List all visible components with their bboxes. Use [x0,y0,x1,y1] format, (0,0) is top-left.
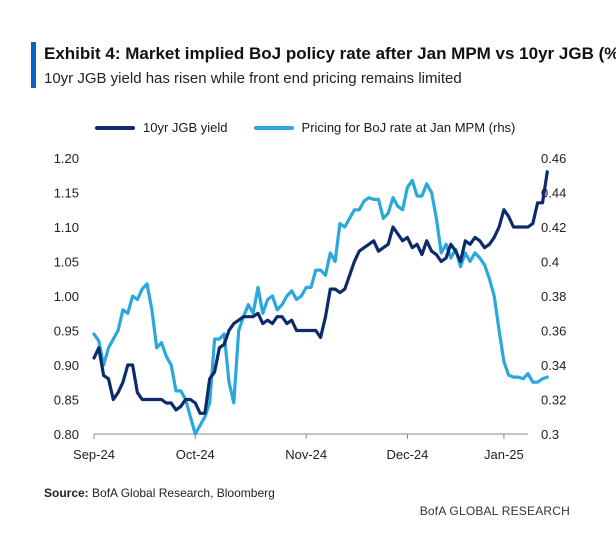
y-right-tick-label: 0.34 [541,358,566,373]
x-tick-label: Sep-24 [73,447,115,462]
y-left-tick-label: 1.10 [54,220,79,235]
x-tick-label: Jan-25 [484,447,524,462]
legend-swatch-jgb [95,125,135,130]
y-right-tick-label: 0.36 [541,324,566,339]
y-right-tick-label: 0.44 [541,186,566,201]
title-accent-bar [31,42,36,88]
y-left-tick-label: 0.80 [54,427,79,442]
x-tick-label: Dec-24 [386,447,428,462]
y-right-tick-label: 0.42 [541,220,566,235]
source-note: Source: BofA Global Research, Bloomberg [44,486,275,500]
legend-label-boj: Pricing for BoJ rate at Jan MPM (rhs) [301,120,516,135]
y-right-tick-label: 0.4 [541,255,559,270]
y-left-tick-label: 0.85 [54,393,79,408]
chart-legend: 10yr JGB yield Pricing for BoJ rate at J… [95,120,541,135]
y-right-tick-label: 0.38 [541,289,566,304]
source-label: Source: [44,486,89,500]
chart-subtitle: 10yr JGB yield has risen while front end… [44,70,462,87]
y-left-tick-label: 1.15 [54,186,79,201]
y-left-tick-label: 1.00 [54,289,79,304]
y-left-tick-label: 0.90 [54,358,79,373]
x-tick-label: Nov-24 [285,447,327,462]
y-right-tick-label: 0.3 [541,427,559,442]
series-line-boj-pricing [92,178,549,436]
chart-title: Exhibit 4: Market implied BoJ policy rat… [44,44,616,63]
legend-label-jgb: 10yr JGB yield [143,120,228,135]
legend-swatch-boj [253,125,294,130]
y-left-tick-label: 1.20 [54,151,79,166]
brand-footer: BofA GLOBAL RESEARCH [419,504,570,518]
series-line-jgb-yield [92,170,549,415]
y-left-tick-label: 0.95 [54,324,79,339]
y-left-tick-label: 1.05 [54,255,79,270]
legend-item-jgb: 10yr JGB yield [95,120,228,135]
x-tick-label: Oct-24 [176,447,215,462]
y-right-tick-label: 0.32 [541,393,566,408]
source-text: BofA Global Research, Bloomberg [88,486,275,500]
y-right-tick-label: 0.46 [541,151,566,166]
legend-item-boj: Pricing for BoJ rate at Jan MPM (rhs) [253,120,516,135]
